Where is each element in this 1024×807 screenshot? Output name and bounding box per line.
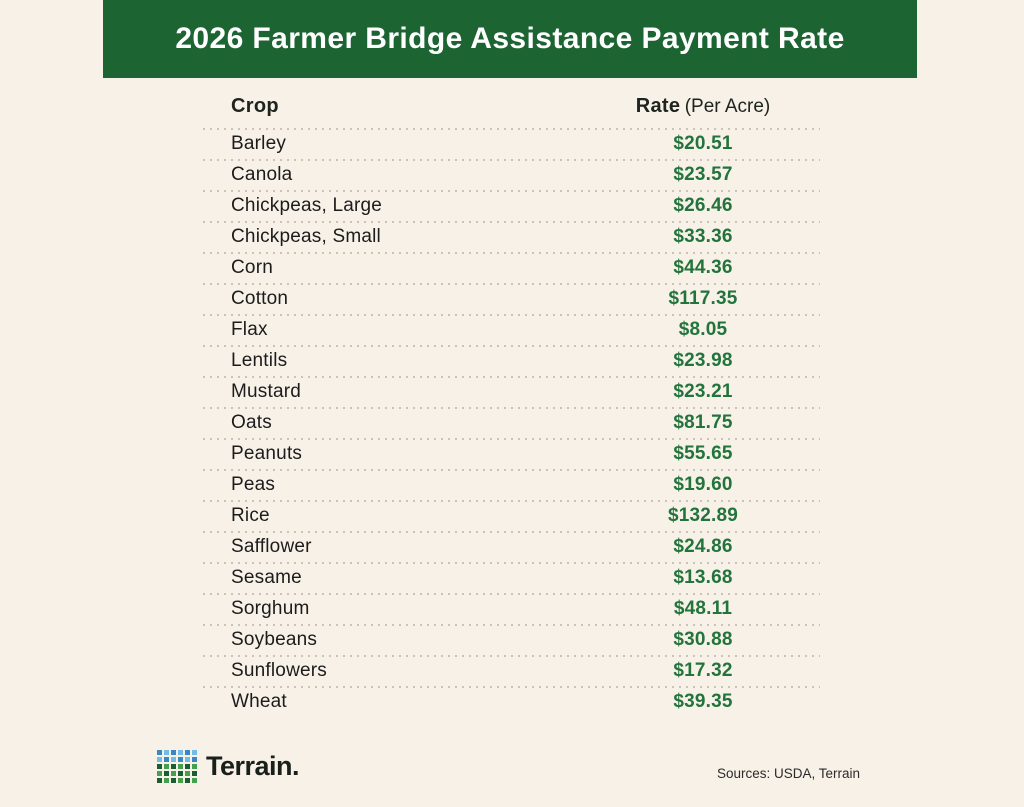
rate-value: $24.86 xyxy=(673,535,733,557)
crop-name: Cotton xyxy=(231,287,289,309)
table-row: Sesame $13.68 xyxy=(203,562,820,593)
terrain-logo-text: Terrain. xyxy=(206,751,300,781)
rate-value: $20.51 xyxy=(673,132,733,154)
crop-name: Wheat xyxy=(231,690,287,712)
rate-value: $39.35 xyxy=(673,690,733,712)
crop-name: Flax xyxy=(231,318,268,340)
crop-name: Canola xyxy=(231,163,293,185)
rate-value: $33.36 xyxy=(673,225,733,247)
column-header-rate: Rate (Per Acre) xyxy=(586,95,820,118)
rate-value: $13.68 xyxy=(673,566,733,588)
rate-value: $17.32 xyxy=(673,659,733,681)
rate-value: $132.89 xyxy=(667,504,739,526)
crop-name: Lentils xyxy=(231,349,288,371)
table-row: Sunflowers $17.32 xyxy=(203,655,820,686)
terrain-grid-icon xyxy=(157,750,197,783)
terrain-logo: Terrain. xyxy=(157,750,300,783)
crop-name: Sorghum xyxy=(231,597,310,619)
crop-name: Chickpeas, Small xyxy=(231,225,381,247)
table-row: Oats $81.75 xyxy=(203,407,820,438)
rate-value: $23.21 xyxy=(673,380,733,402)
rate-value: $26.46 xyxy=(673,194,733,216)
rate-value: $23.57 xyxy=(673,163,733,185)
crop-name: Rice xyxy=(231,504,270,526)
table-row: Mustard $23.21 xyxy=(203,376,820,407)
crop-name: Barley xyxy=(231,132,287,154)
crop-name: Corn xyxy=(231,256,273,278)
crop-name: Peanuts xyxy=(231,442,303,464)
table-row: Chickpeas, Large $26.46 xyxy=(203,190,820,221)
rate-value: $19.60 xyxy=(673,473,733,495)
table-row: Safflower $24.86 xyxy=(203,531,820,562)
rate-value: $23.98 xyxy=(673,349,733,371)
crop-name: Soybeans xyxy=(231,628,318,650)
column-header-rate-unit: (Per Acre) xyxy=(684,95,771,117)
table-row: Peanuts $55.65 xyxy=(203,438,820,469)
table-row: Flax $8.05 xyxy=(203,314,820,345)
rate-value: $55.65 xyxy=(673,442,733,464)
crop-name: Peas xyxy=(231,473,276,495)
table-row: Sorghum $48.11 xyxy=(203,593,820,624)
crop-name: Sunflowers xyxy=(231,659,327,681)
column-header-crop: Crop xyxy=(231,94,279,117)
sources-note: Sources: USDA, Terrain xyxy=(716,766,860,781)
table-row: Barley $20.51 xyxy=(203,128,820,159)
table-row: Cotton $117.35 xyxy=(203,283,820,314)
rate-value: $30.88 xyxy=(673,628,733,650)
crop-name: Sesame xyxy=(231,566,302,588)
rate-value: $44.36 xyxy=(673,256,733,278)
crop-name: Chickpeas, Large xyxy=(231,194,383,216)
rates-table: Crop Rate (Per Acre) Barley $20.51 Canol… xyxy=(203,84,820,717)
table-row: Rice $132.89 xyxy=(203,500,820,531)
table-row: Chickpeas, Small $33.36 xyxy=(203,221,820,252)
table-row: Soybeans $30.88 xyxy=(203,624,820,655)
crop-name: Oats xyxy=(231,411,272,433)
column-header-rate-label: Rate xyxy=(635,94,681,117)
table-row: Peas $19.60 xyxy=(203,469,820,500)
rate-value: $8.05 xyxy=(678,318,728,340)
table-row: Canola $23.57 xyxy=(203,159,820,190)
crop-name: Safflower xyxy=(231,535,312,557)
table-row: Wheat $39.35 xyxy=(203,686,820,717)
page-title: 2026 Farmer Bridge Assistance Payment Ra… xyxy=(103,0,917,78)
rate-value: $48.11 xyxy=(673,597,733,619)
rate-value: $117.35 xyxy=(668,287,738,309)
table-body: Barley $20.51 Canola $23.57 Chickpeas, L… xyxy=(203,128,820,717)
crop-name: Mustard xyxy=(231,380,302,402)
table-row: Corn $44.36 xyxy=(203,252,820,283)
rate-value: $81.75 xyxy=(673,411,733,433)
table-row: Lentils $23.98 xyxy=(203,345,820,376)
table-header-row: Crop Rate (Per Acre) xyxy=(203,84,820,128)
